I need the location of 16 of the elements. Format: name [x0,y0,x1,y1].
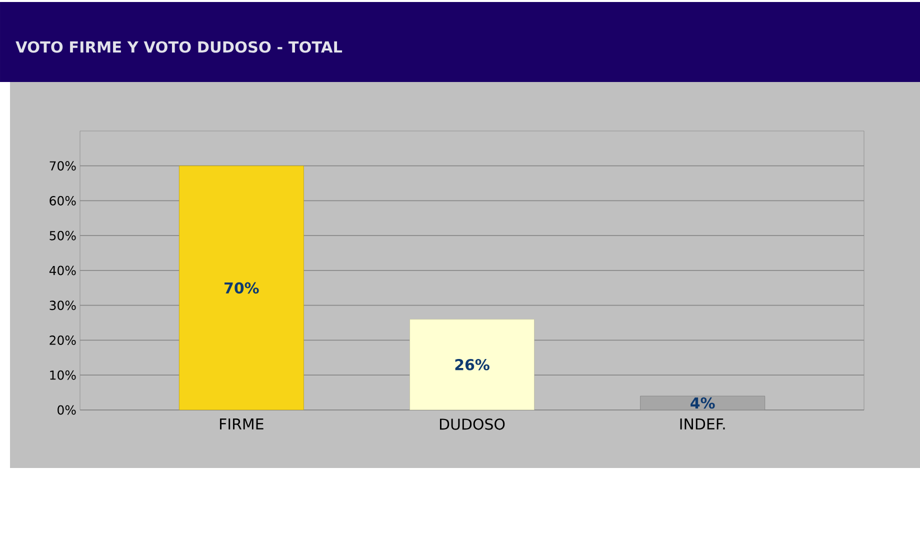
x-tick-label: DUDOSO [440,418,505,430]
data-label: 4% [690,397,715,409]
y-tick-label: 0% [58,405,76,415]
y-tick-label: 40% [49,266,76,276]
data-label: 26% [455,358,490,370]
x-tick-label: INDEF. [680,418,725,430]
y-tick-label: 70% [50,161,76,171]
y-tick-label: 10% [50,370,76,380]
chart-title: VOTO FIRME Y VOTO DUDOSO - TOTAL [16,41,342,53]
y-tick-label: 50% [50,230,76,240]
y-tick-label: 60% [50,196,76,206]
x-tick-label: FIRME [220,418,264,430]
data-label: 70% [224,282,259,294]
y-tick-label: 30% [50,300,76,310]
y-tick-label: 20% [50,336,76,345]
bar [410,319,534,410]
